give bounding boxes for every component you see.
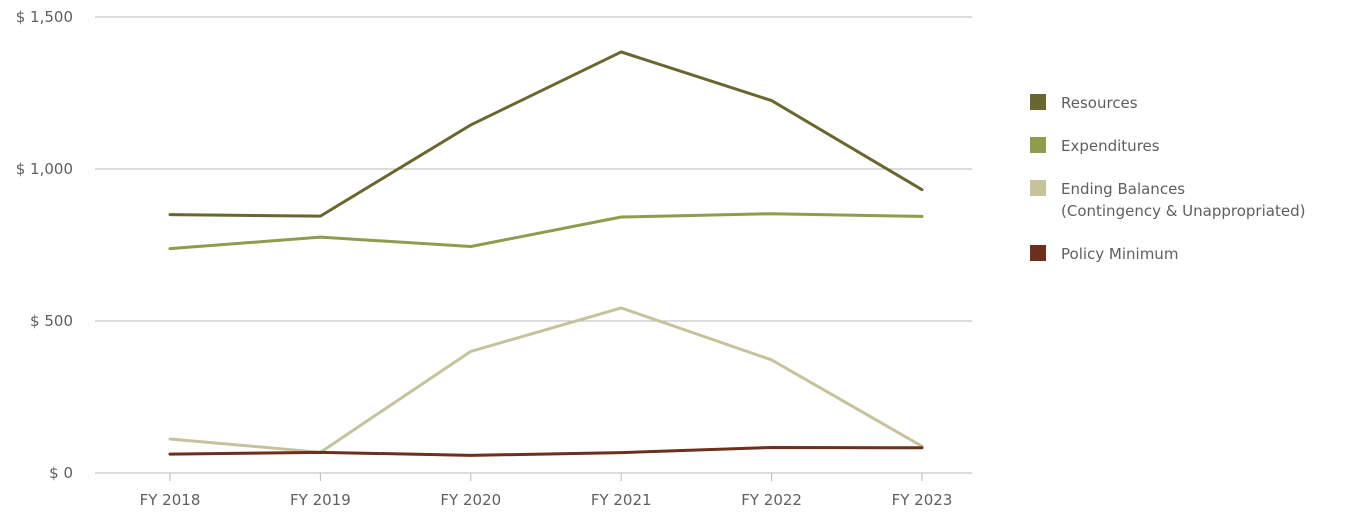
legend-swatch-resources xyxy=(1030,94,1046,110)
x-axis-ticks: FY 2018 FY 2019 FY 2020 FY 2021 FY 2022 FY 20… xyxy=(140,473,953,509)
legend-swatch-policy-minimum xyxy=(1030,245,1046,261)
legend-label-ending-balances-group: Ending Balances (Contingency & Unappropr… xyxy=(1061,178,1305,222)
x-tick-label: FY 2018 xyxy=(140,491,201,509)
y-axis-ticks: $ 0 $ 500 $ 1,000 $ 1,500 xyxy=(16,8,73,482)
legend-label-resources: Resources xyxy=(1061,94,1138,112)
legend-swatch-ending-balances xyxy=(1030,180,1046,196)
x-tick-label: FY 2023 xyxy=(892,491,953,509)
y-tick-label: $ 1,500 xyxy=(16,8,73,26)
x-tick-label: FY 2020 xyxy=(440,491,501,509)
legend-label-policy-minimum: Policy Minimum xyxy=(1061,245,1179,263)
y-tick-label: $ 0 xyxy=(49,464,73,482)
series-line-resources xyxy=(168,50,924,218)
legend-label-ending-balances: Ending Balances xyxy=(1061,180,1186,198)
legend-item-resources: Resources xyxy=(1030,92,1305,114)
series-line-ending-balances xyxy=(168,306,924,454)
y-tick-label: $ 1,000 xyxy=(16,160,73,178)
series-line-expenditures xyxy=(168,212,924,251)
legend-label-expenditures: Expenditures xyxy=(1061,137,1160,155)
legend-swatch-expenditures xyxy=(1030,137,1046,153)
legend-item-expenditures: Expenditures xyxy=(1030,135,1305,157)
x-tick-label: FY 2019 xyxy=(290,491,351,509)
legend: Resources Expenditures Ending Balances (… xyxy=(1030,92,1305,286)
legend-label-ending-balances-sub: (Contingency & Unappropriated) xyxy=(1061,202,1306,220)
gridlines xyxy=(95,16,972,474)
series-lines xyxy=(168,50,924,457)
series-line-policy-minimum xyxy=(168,445,924,457)
legend-item-ending-balances: Ending Balances (Contingency & Unappropr… xyxy=(1030,178,1305,222)
x-tick-label: FY 2021 xyxy=(591,491,652,509)
legend-item-policy-minimum: Policy Minimum xyxy=(1030,243,1305,265)
y-tick-label: $ 500 xyxy=(30,312,73,330)
x-tick-label: FY 2022 xyxy=(741,491,802,509)
